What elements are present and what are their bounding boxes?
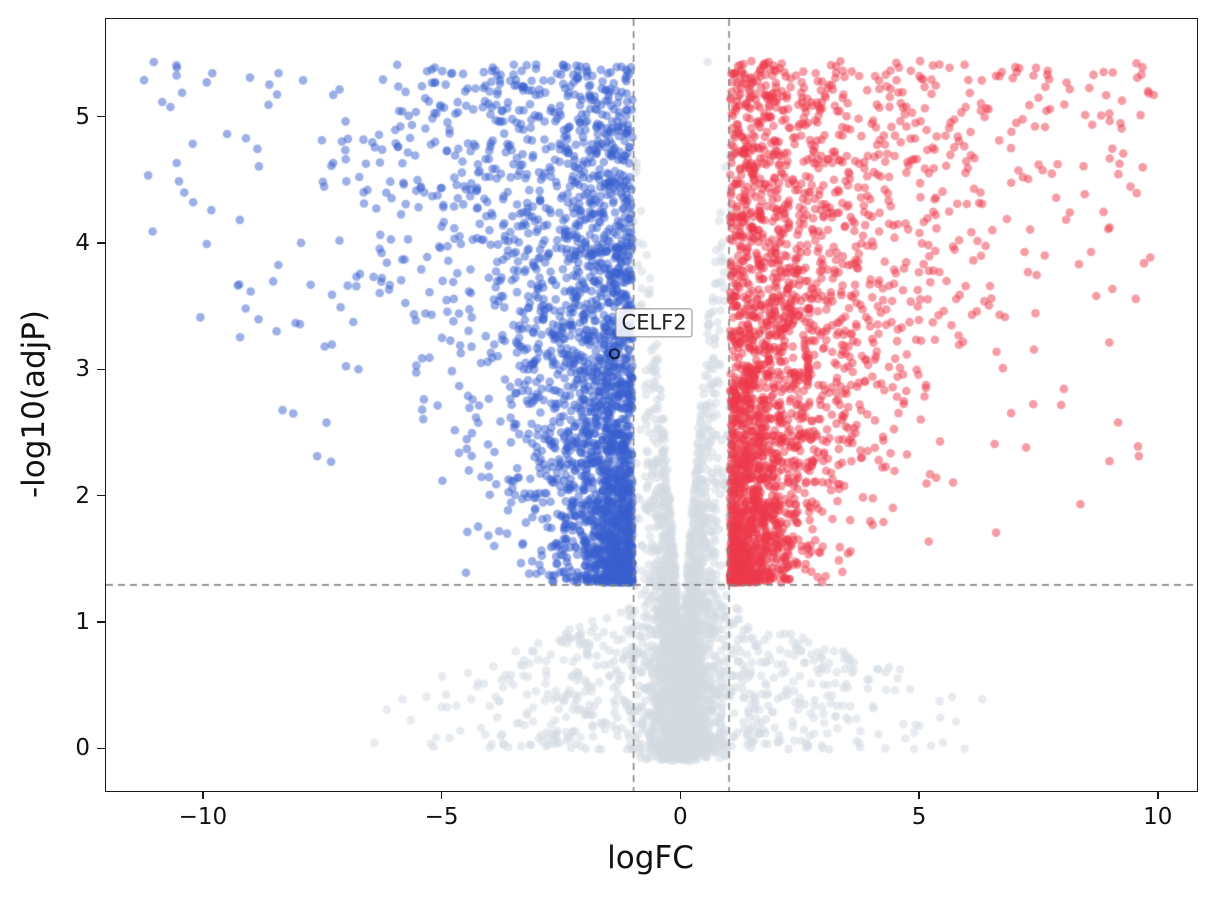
y-tick-label: 5	[75, 103, 90, 130]
x-tick-mark	[918, 791, 920, 799]
y-tick-mark	[97, 368, 105, 370]
y-tick-label: 0	[75, 735, 90, 762]
y-axis-label: -log10(adjP)	[16, 309, 52, 499]
x-tick-mark	[679, 791, 682, 799]
x-tick-label: 10	[1143, 804, 1173, 830]
y-tick-label: 3	[75, 356, 90, 383]
y-tick-mark	[97, 242, 105, 244]
y-tick-mark	[97, 747, 105, 750]
x-tick-label: 0	[673, 804, 688, 830]
y-tick-label: 2	[75, 482, 90, 509]
y-tick-label: 4	[75, 229, 90, 256]
x-tick-label: 5	[911, 804, 927, 830]
x-tick-label: −10	[178, 804, 228, 830]
x-tick-label: −5	[424, 804, 459, 830]
y-tick-label: 1	[75, 608, 90, 635]
scatter-canvas	[106, 19, 1197, 791]
x-axis-label: logFC	[607, 840, 694, 876]
gene-annotation-celf2: CELF2	[615, 307, 693, 338]
y-tick-mark	[97, 115, 105, 118]
x-tick-mark	[202, 791, 204, 799]
plot-area	[105, 18, 1198, 792]
y-tick-mark	[97, 621, 105, 623]
x-tick-mark	[1157, 791, 1159, 799]
y-tick-mark	[97, 494, 105, 497]
x-tick-mark	[440, 791, 443, 799]
